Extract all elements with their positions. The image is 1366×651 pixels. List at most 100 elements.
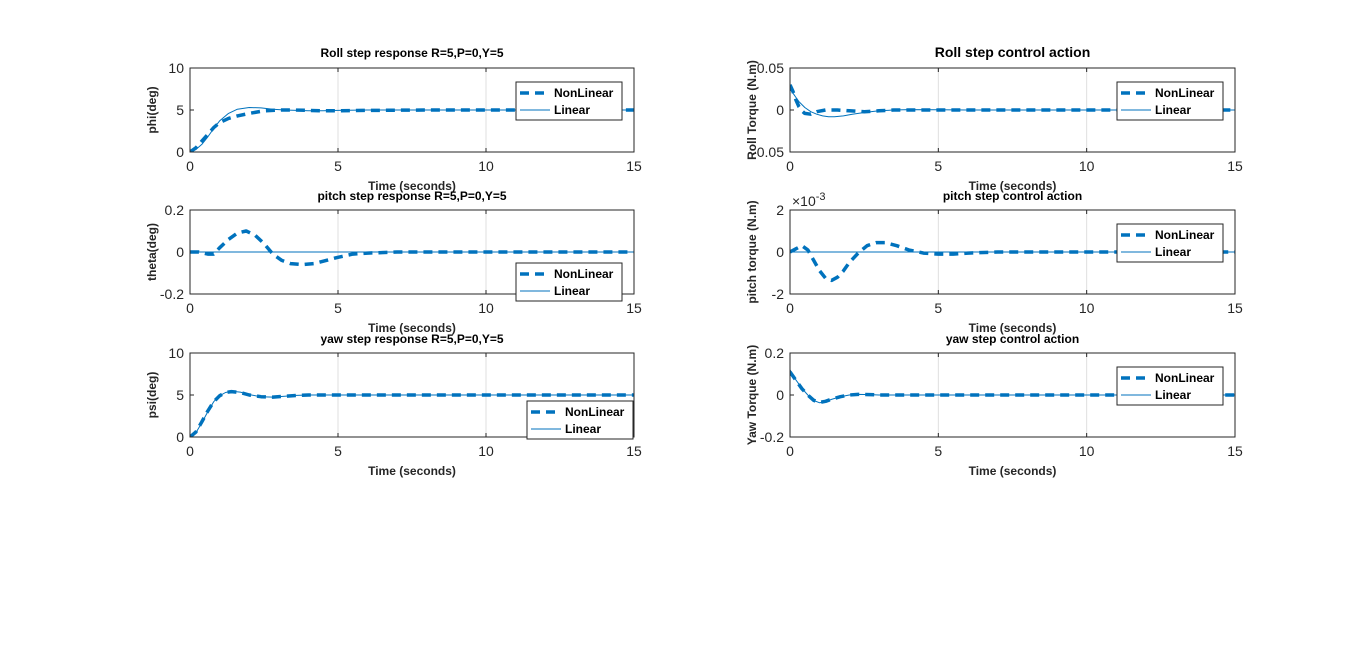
legend-label: Linear: [1155, 388, 1191, 402]
y-axis-label: theta(deg): [145, 223, 159, 281]
legend: NonLinear Linear: [1116, 366, 1224, 406]
y-axis-label: pitch torque (N.m): [745, 200, 759, 303]
x-tick-label: 5: [934, 443, 942, 459]
x-tick-label: 10: [478, 158, 494, 174]
series-group: [190, 229, 634, 267]
y-axis-label: psi(deg): [145, 372, 159, 419]
series-group: [190, 389, 634, 437]
legend-label: Linear: [1155, 103, 1191, 117]
x-tick-label: 0: [186, 300, 194, 316]
x-tick-label: 0: [186, 158, 194, 174]
x-axis-label: Time (seconds): [969, 321, 1057, 335]
x-tick-label: 5: [334, 443, 342, 459]
y-tick-label: 0: [176, 429, 184, 445]
x-tick-label: 10: [1079, 158, 1095, 174]
legend-box: [526, 400, 634, 440]
series-group: [790, 369, 1235, 405]
x-tick-label: 5: [334, 300, 342, 316]
y-tick-label: 0: [176, 244, 184, 260]
series-line-linear: [790, 369, 1235, 404]
axes-box: [789, 67, 1236, 153]
y-exponent-label: ×10-3: [792, 191, 826, 209]
x-tick-label: 15: [1227, 158, 1243, 174]
series-group: [190, 107, 634, 152]
x-tick-label: 15: [626, 158, 642, 174]
legend-label: NonLinear: [1155, 86, 1215, 100]
y-tick-label: 5: [176, 387, 184, 403]
axes-box: [189, 209, 635, 295]
x-tick-label: 0: [186, 443, 194, 459]
y-axis-label: Roll Torque (N.m): [745, 60, 759, 160]
axes-box: [189, 67, 635, 153]
y-tick-label: 2: [776, 202, 784, 218]
chart-title: pitch step response R=5,P=0,Y=5: [317, 189, 506, 203]
legend: NonLinear Linear: [515, 262, 623, 302]
y-tick-label: 0: [776, 387, 784, 403]
legend-label: Linear: [554, 284, 590, 298]
y-tick-label: 10: [168, 60, 184, 76]
legend-box: [1116, 81, 1224, 121]
chart-title: Roll step control action: [935, 44, 1091, 60]
series-line-nonlinear: [190, 229, 634, 267]
y-tick-label: 0: [776, 102, 784, 118]
x-axis-label: Time (seconds): [368, 179, 456, 193]
y-exponent-value: -3: [816, 191, 826, 203]
series-group: [790, 84, 1235, 118]
axes-box: [789, 352, 1236, 438]
x-tick-label: 10: [478, 443, 494, 459]
legend-label: Linear: [554, 103, 590, 117]
legend-box: [515, 262, 623, 302]
y-tick-label: 0: [176, 144, 184, 160]
y-tick-label: 0.2: [165, 202, 185, 218]
legend-box: [1116, 366, 1224, 406]
legend: NonLinear Linear: [515, 81, 623, 121]
x-tick-label: 0: [786, 300, 794, 316]
y-tick-label: -0.05: [752, 144, 784, 160]
x-axis-label: Time (seconds): [368, 321, 456, 335]
x-tick-label: 10: [1079, 443, 1095, 459]
x-tick-label: 10: [478, 300, 494, 316]
x-axis-label: Time (seconds): [969, 179, 1057, 193]
x-axis-label: Time (seconds): [368, 464, 456, 478]
y-tick-label: 0.2: [765, 345, 785, 361]
legend-label: Linear: [1155, 245, 1191, 259]
series-line-nonlinear: [790, 240, 1235, 283]
legend-label: Linear: [565, 422, 601, 436]
y-tick-label: 5: [176, 102, 184, 118]
x-axis-label: Time (seconds): [969, 464, 1057, 478]
legend-label: NonLinear: [565, 405, 625, 419]
legend: NonLinear Linear: [1116, 223, 1224, 263]
y-tick-label: -2: [772, 286, 785, 302]
chart-title: yaw step control action: [946, 332, 1079, 346]
chart-1: 0 5 10 15 0 5 10 Roll step response R=5,P=0,Y=5…: [145, 46, 642, 193]
x-tick-label: 5: [934, 300, 942, 316]
series-line-linear: [190, 390, 634, 437]
y-axis-label: phi(deg): [145, 86, 159, 133]
chart-title: pitch step control action: [943, 189, 1082, 203]
legend: NonLinear Linear: [1116, 81, 1224, 121]
legend-box: [1116, 223, 1224, 263]
x-tick-label: 15: [626, 300, 642, 316]
legend-label: NonLinear: [554, 86, 614, 100]
y-axis-label: Yaw Torque (N.m): [745, 345, 759, 445]
chart-title: yaw step response R=5,P=0,Y=5: [320, 332, 503, 346]
x-tick-label: 0: [786, 443, 794, 459]
x-tick-label: 15: [626, 443, 642, 459]
legend-box: [515, 81, 623, 121]
y-tick-label: 0: [776, 244, 784, 260]
x-tick-label: 10: [1079, 300, 1095, 316]
x-tick-label: 5: [934, 158, 942, 174]
x-tick-label: 5: [334, 158, 342, 174]
axes-box: [189, 352, 635, 438]
x-tick-label: 0: [786, 158, 794, 174]
x-tick-label: 15: [1227, 300, 1243, 316]
chart-title: Roll step response R=5,P=0,Y=5: [320, 46, 503, 60]
series-line-linear: [190, 107, 634, 152]
series-line-linear: [790, 88, 1235, 118]
y-tick-label: -0.2: [160, 286, 184, 302]
y-tick-label: 0.05: [757, 60, 784, 76]
